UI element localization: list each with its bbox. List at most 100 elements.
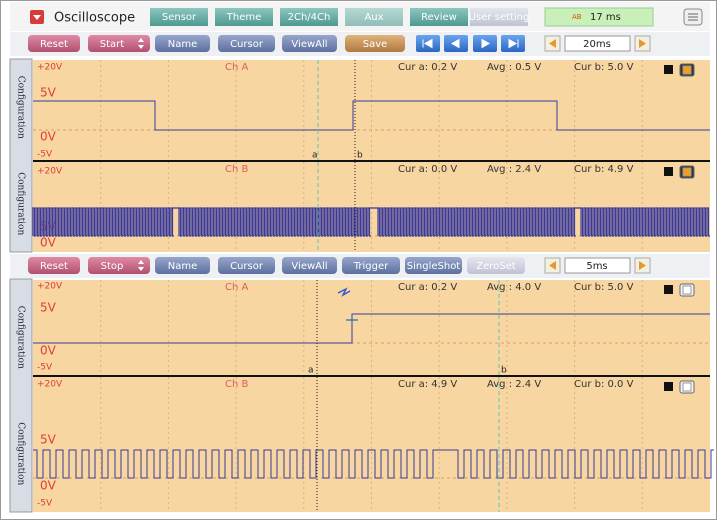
average-value: Avg : 0.5 V [487,62,541,73]
side-label: Configuration [16,306,26,369]
next-icon [639,261,646,270]
button-label: SingleShot [407,261,461,272]
toolbar-button[interactable] [342,257,400,274]
button-label: ViewAll [291,261,327,272]
scale-label: 5V [40,301,57,315]
toolbar-button[interactable] [28,35,80,52]
cursor-b-value: Cur b: 5.0 V [574,282,634,293]
timebase-value: 20ms [583,39,611,50]
side-strip[interactable] [9,58,33,253]
cursor-marker[interactable]: a [312,151,318,161]
channel-name: Ch A [225,282,248,293]
nav-icon [508,38,519,49]
cursor-marker[interactable]: b [501,366,507,376]
trigger-cross [346,314,358,326]
toolbar-button[interactable] [218,35,275,52]
spin-icon [138,260,144,271]
scale-label: +20V [37,282,63,292]
next-icon [639,39,646,48]
cursor-a-value: Cur a: 0.2 V [398,62,457,73]
color-swatch[interactable] [664,382,673,391]
cursor-a-value: Cur a: 4.9 V [398,379,457,390]
toolbar-button[interactable] [405,257,462,274]
waveform [33,313,710,344]
side-label: Configuration [16,172,26,235]
timebase-box [564,257,631,274]
toolbar-button[interactable] [282,35,337,52]
nav-icon [481,38,491,49]
visibility-inner [682,65,692,75]
cursor-b-value: Cur b: 0.0 V [574,379,634,390]
color-swatch[interactable] [664,285,673,294]
scale-label: 0V [40,130,57,144]
scale-label: +20V [37,63,63,73]
toolbar-button[interactable] [28,257,80,274]
cursor-marker[interactable]: b [357,151,363,161]
average-value: Avg : 4.0 V [487,282,541,293]
button-label: Reset [40,261,68,272]
tab-label: Aux [364,12,383,23]
toolbar-button[interactable] [345,35,405,52]
tab-button[interactable] [345,8,403,26]
tab-button[interactable] [410,8,468,26]
button-label: Cursor [230,261,264,272]
side-strip[interactable] [9,278,33,513]
scale-label: -5V [37,150,53,160]
tab-button[interactable] [150,8,208,26]
plot-area [33,377,710,512]
visibility-inner [682,382,692,392]
scale-label: 5V [40,433,57,447]
toolbar-button[interactable] [467,257,525,274]
scale-label: 0V [40,236,57,250]
toolbar-button[interactable] [218,257,275,274]
color-swatch[interactable] [664,65,673,74]
average-value: Avg : 2.4 V [487,164,541,175]
app-icon-arrow [33,15,41,20]
toolbar-button[interactable] [155,257,210,274]
tab-button[interactable] [215,8,273,26]
button-label: ZeroSet [476,261,516,272]
cursor-b-value: Cur b: 4.9 V [574,164,634,175]
side-label: Configuration [16,422,26,485]
cursor-a-value: Cur a: 0.0 V [398,164,457,175]
scale-label: -5V [37,499,53,509]
scale-label: +20V [37,167,63,177]
waveform [32,207,710,237]
menu-icon [688,13,698,21]
toolbar-button[interactable] [155,35,210,52]
toolbar-button[interactable] [282,257,337,274]
channel-name: Ch B [225,164,248,175]
scale-label: 0V [40,344,57,358]
button-label: Trigger [353,261,389,272]
prev-icon [549,39,556,48]
channel-name: Ch B [225,379,248,390]
tab-button[interactable] [470,8,528,26]
tab-button[interactable] [280,8,338,26]
average-value: Avg : 2.4 V [487,379,541,390]
timebase-value: 5ms [586,261,607,272]
nav-icon [422,38,433,49]
tab-label: Sensor [162,12,197,23]
prev-icon [549,261,556,270]
time-box [544,7,654,27]
toolbar-button[interactable] [88,35,150,52]
tab-label: 2Ch/4Ch [288,12,331,23]
tab-label: Review [421,12,457,23]
tab-label: User setting [469,12,530,23]
button-label: Name [168,39,198,50]
side-label: Configuration [16,76,26,139]
scale-label: 0V [40,479,57,493]
button-label: ViewAll [291,39,327,50]
timebase-box [564,35,631,52]
color-swatch[interactable] [664,167,673,176]
channel-name: Ch A [225,62,248,73]
button-label: Stop [101,261,124,272]
visibility-inner [682,285,692,295]
visibility-inner [682,167,692,177]
trigger-marker [337,287,351,297]
button-label: Name [168,261,198,272]
toolbar-button[interactable] [88,257,150,274]
scale-label: -5V [37,363,53,373]
cursor-marker[interactable]: a [308,366,314,376]
time-icon: AB [572,13,582,21]
